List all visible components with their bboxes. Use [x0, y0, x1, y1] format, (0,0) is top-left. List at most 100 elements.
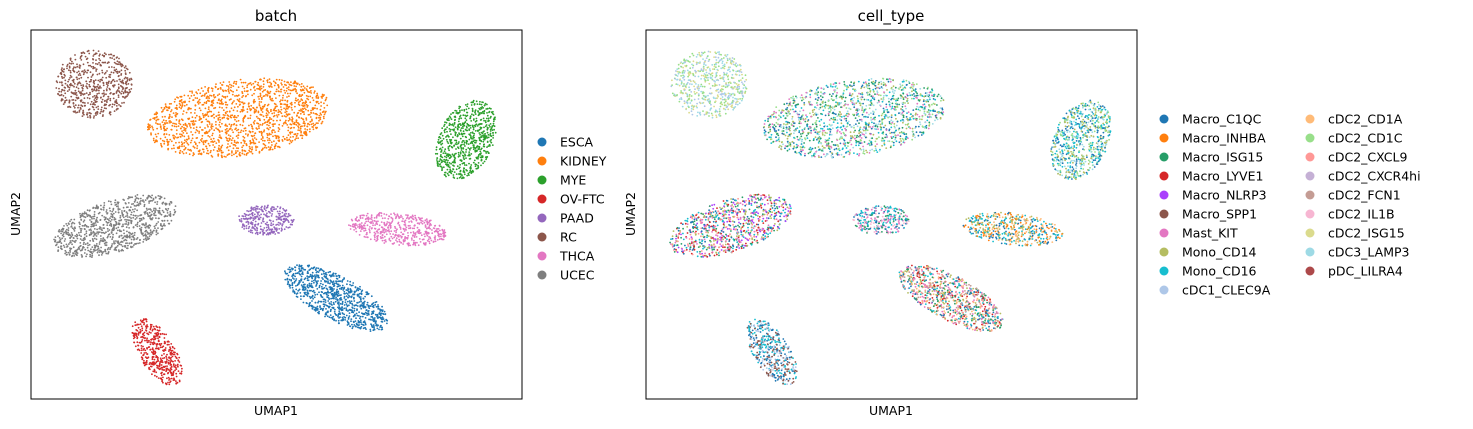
- legend-label: Macro_C1QC: [1182, 112, 1262, 127]
- legend-marker: [1159, 171, 1169, 181]
- cell-type-points: [669, 50, 1112, 386]
- batch-ylabel: UMAP2: [8, 192, 23, 236]
- legend-label: pDC_LILRA4: [1328, 264, 1403, 279]
- legend-label: cDC2_FCN1: [1328, 188, 1401, 203]
- legend-label: cDC2_CD1A: [1328, 112, 1403, 127]
- legend-item-mye: MYE: [537, 173, 586, 188]
- cell-type-axes-frame: [645, 29, 1138, 400]
- legend-label: MYE: [560, 173, 586, 188]
- legend-item-cdc2_cd1c: cDC2_CD1C: [1305, 131, 1403, 146]
- legend-marker: [1159, 285, 1169, 295]
- legend-label: Mono_CD14: [1182, 245, 1257, 260]
- legend-item-cdc2_cxcr4hi: cDC2_CXCR4hi: [1305, 169, 1421, 184]
- legend-marker: [1159, 114, 1169, 124]
- legend-marker: [1159, 247, 1169, 257]
- legend-marker: [1159, 152, 1169, 162]
- legend-label: THCA: [559, 249, 595, 264]
- legend-item-cdc2_cd1a: cDC2_CD1A: [1305, 112, 1403, 127]
- legend-marker: [1159, 266, 1169, 276]
- legend-item-esca: ESCA: [537, 135, 594, 150]
- legend-label: cDC2_CXCL9: [1328, 150, 1408, 165]
- cell-type-scatter: [669, 50, 1112, 386]
- legend-marker: [1159, 190, 1169, 200]
- legend-item-thca: THCA: [537, 249, 595, 264]
- legend-marker: [1305, 209, 1315, 219]
- legend-item-macro_lyve1: Macro_LYVE1: [1159, 169, 1263, 184]
- series-ucec: [53, 194, 177, 258]
- legend-marker: [537, 137, 547, 147]
- legend-marker: [1305, 266, 1315, 276]
- legend-marker: [1305, 171, 1315, 181]
- legend-item-kidney: KIDNEY: [537, 154, 607, 169]
- cell-type-legend: Macro_C1QC Macro_INHBA Macro_ISG15 Macro_LY…: [1159, 112, 1421, 298]
- legend-item-cdc2_il1b: cDC2_IL1B: [1305, 207, 1395, 222]
- legend-item-cdc2_fcn1: cDC2_FCN1: [1305, 188, 1401, 203]
- legend-item-macro_nlrp3: Macro_NLRP3: [1159, 188, 1267, 203]
- cell-type-xlabel: UMAP1: [869, 403, 913, 418]
- legend-marker: [537, 213, 547, 223]
- series-thca: [348, 211, 447, 247]
- legend-label: cDC3_LAMP3: [1328, 245, 1410, 260]
- legend-marker: [1305, 228, 1315, 238]
- legend-label: Mono_CD16: [1182, 264, 1257, 279]
- legend-item-rc: RC: [537, 230, 577, 245]
- legend-marker: [1159, 133, 1169, 143]
- legend-label: OV-FTC: [560, 192, 605, 207]
- batch-panel: batch UMAP1 UMAP2 ESCA KIDNEY MYE OV-FTC PAA…: [8, 7, 607, 418]
- batch-legend: ESCA KIDNEY MYE OV-FTC PAAD RC THCA UCEC: [537, 135, 607, 283]
- legend-marker: [1305, 114, 1315, 124]
- legend-item-cdc2_cxcl9: cDC2_CXCL9: [1305, 150, 1408, 165]
- legend-label: Macro_ISG15: [1182, 150, 1263, 165]
- legend-marker: [537, 175, 547, 185]
- legend-label: Macro_NLRP3: [1182, 188, 1267, 203]
- batch-points: [53, 49, 497, 386]
- batch-xlabel: UMAP1: [254, 403, 298, 418]
- cell-type-title: cell_type: [858, 7, 925, 26]
- legend-label: Macro_LYVE1: [1182, 169, 1263, 184]
- legend-item-macro_spp1: Macro_SPP1: [1159, 207, 1257, 222]
- legend-label: ESCA: [560, 135, 594, 150]
- legend-marker: [1305, 190, 1315, 200]
- legend-marker: [537, 232, 547, 242]
- legend-label: Mast_KIT: [1182, 226, 1238, 241]
- series-paad: [238, 204, 295, 236]
- legend-item-macro_isg15: Macro_ISG15: [1159, 150, 1263, 165]
- legend-label: cDC1_CLEC9A: [1182, 283, 1271, 298]
- legend-item-ucec: UCEC: [537, 268, 595, 283]
- legend-label: cDC2_CXCR4hi: [1328, 169, 1421, 184]
- legend-item-cdc3_lamp3: cDC3_LAMP3: [1305, 245, 1410, 260]
- legend-marker: [1305, 133, 1315, 143]
- batch-axes-frame: [30, 29, 523, 400]
- legend-item-ov-ftc: OV-FTC: [537, 192, 605, 207]
- legend-item-paad: PAAD: [537, 211, 594, 226]
- legend-marker: [1305, 152, 1315, 162]
- cell-type-ylabel: UMAP2: [623, 192, 638, 236]
- legend-item-cdc1_clec9a: cDC1_CLEC9A: [1159, 283, 1271, 298]
- legend-marker: [537, 270, 547, 280]
- legend-marker: [537, 251, 547, 261]
- legend-label: RC: [560, 230, 577, 245]
- legend-marker: [537, 194, 547, 204]
- batch-title: batch: [255, 7, 297, 25]
- legend-item-macro_c1qc: Macro_C1QC: [1159, 112, 1262, 127]
- legend-label: cDC2_IL1B: [1328, 207, 1395, 222]
- series-esca: [284, 264, 389, 332]
- cell-type-panel: cell_type UMAP1 UMAP2 Macro_C1QC Macro_IN…: [623, 7, 1421, 418]
- legend-label: Macro_SPP1: [1182, 207, 1257, 222]
- legend-marker: [1159, 228, 1169, 238]
- legend-label: cDC2_ISG15: [1328, 226, 1405, 241]
- legend-item-macro_inhba: Macro_INHBA: [1159, 131, 1266, 146]
- legend-label: KIDNEY: [560, 154, 607, 169]
- legend-item-mono_cd16: Mono_CD16: [1159, 264, 1257, 279]
- series-rc: [55, 49, 133, 119]
- legend-item-mast_kit: Mast_KIT: [1159, 226, 1238, 241]
- legend-marker: [537, 156, 547, 166]
- series-mye: [434, 99, 497, 180]
- legend-label: Macro_INHBA: [1182, 131, 1266, 146]
- series-kidney: [147, 77, 329, 159]
- legend-marker: [1159, 209, 1169, 219]
- legend-label: PAAD: [560, 211, 594, 226]
- legend-item-mono_cd14: Mono_CD14: [1159, 245, 1257, 260]
- legend-item-pdc_lilra4: pDC_LILRA4: [1305, 264, 1403, 279]
